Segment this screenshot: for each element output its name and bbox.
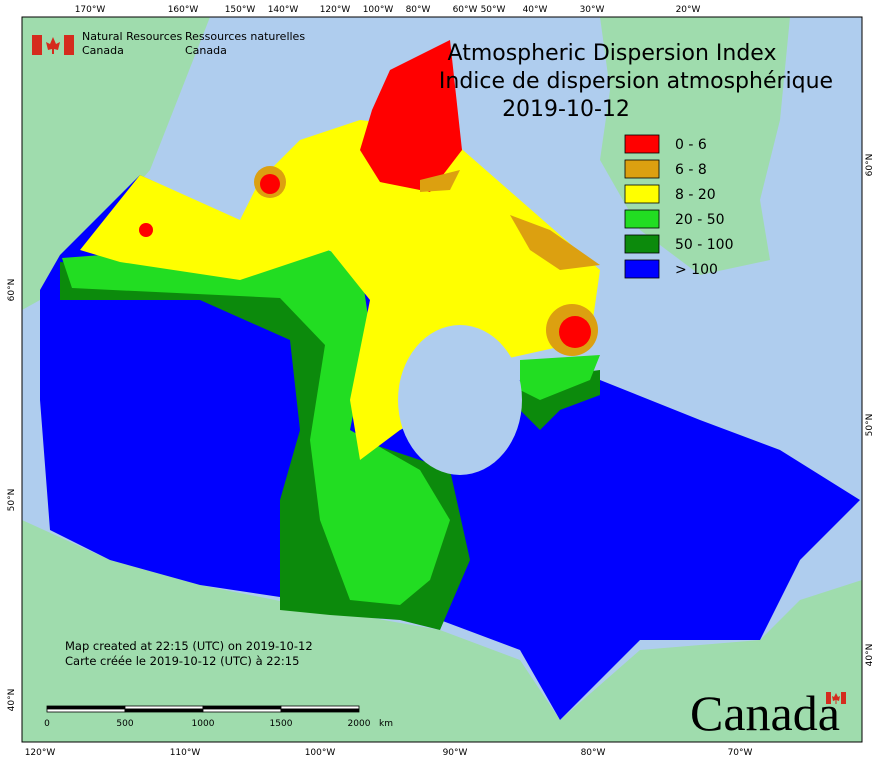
graticule-label: 80°W [581, 748, 606, 758]
zone-green [62, 240, 450, 605]
scale-label: 2000 [348, 719, 371, 729]
zone-orange-ellesmere [420, 170, 460, 192]
title-fr: Indice de dispersion atmosphérique [439, 69, 833, 94]
scale-label: 500 [116, 719, 133, 729]
org-fr: Ressources naturelles [185, 30, 305, 43]
org-fr: Canada [185, 44, 227, 57]
graticule-label: 60°N [7, 279, 17, 302]
zone-orange-baffin [510, 215, 600, 270]
graticule-label: 150°W [225, 5, 256, 15]
legend-label: 0 - 6 [675, 137, 707, 153]
legend-swatch [624, 209, 660, 229]
graticule-label: 120°W [25, 748, 56, 758]
usa [22, 520, 862, 742]
scale-label: 0 [44, 719, 50, 729]
title-date: 2019-10-12 [502, 97, 630, 122]
legend-swatch [624, 134, 660, 154]
scale-segment [46, 708, 126, 713]
note: Carte créée le 2019-10-12 (UTC) à 22:15 [65, 654, 299, 668]
graticule-label: 120°W [320, 5, 351, 15]
graticule-label: 80°W [406, 5, 431, 15]
wordmark-flag [826, 692, 846, 704]
legend-label: 8 - 20 [675, 187, 716, 203]
title-en: Atmospheric Dispersion Index [448, 41, 777, 66]
graticule-label: 70°W [728, 748, 753, 758]
legend-label: 20 - 50 [675, 212, 725, 228]
map-frame [21, 16, 863, 743]
scale-segment [46, 705, 126, 710]
wordmark: Canada [690, 685, 840, 741]
graticule-label: 170°W [75, 5, 106, 15]
zone-red-spot [559, 316, 591, 348]
zone-red-spot [260, 174, 280, 194]
graticule-label: 60°N [865, 154, 875, 177]
graticule-label: 50°N [7, 489, 17, 512]
zone-red-ellesmere [360, 40, 462, 192]
legend-label: 6 - 8 [675, 162, 707, 178]
graticule-label: 50°W [481, 5, 506, 15]
legend-swatch [624, 184, 660, 204]
scale-segment [280, 708, 360, 713]
graticule-label: 90°W [443, 748, 468, 758]
graticule-label: 50°N [865, 414, 875, 437]
graticule-label: 140°W [268, 5, 299, 15]
graticule-label: 40°N [865, 644, 875, 667]
legend-swatch [624, 159, 660, 179]
legend-label: > 100 [675, 262, 718, 278]
graticule-label: 110°W [170, 748, 201, 758]
hudson-bay [398, 325, 522, 475]
org-en: Natural Resources [82, 30, 183, 43]
graticule-label: 40°N [7, 689, 17, 712]
legend-swatch [624, 234, 660, 254]
legend-swatch [624, 259, 660, 279]
graticule-label: 100°W [363, 5, 394, 15]
scale-segment [124, 705, 204, 710]
scale-segment [202, 708, 282, 713]
zone-red-spot [139, 223, 153, 237]
flag-logo [32, 35, 74, 55]
scale-unit: km [379, 719, 393, 729]
graticule-label: 30°W [580, 5, 605, 15]
note: Map created at 22:15 (UTC) on 2019-10-12 [65, 639, 313, 653]
graticule-label: 60°W [453, 5, 478, 15]
alaska [22, 17, 210, 310]
graticule-label: 40°W [523, 5, 548, 15]
scale-label: 1000 [192, 719, 215, 729]
graticule-label: 100°W [305, 748, 336, 758]
scale-segment [280, 705, 360, 710]
org-en: Canada [82, 44, 124, 57]
graticule-label: 160°W [168, 5, 199, 15]
scale-segment [202, 705, 282, 710]
scale-label: 1500 [270, 719, 293, 729]
legend-label: 50 - 100 [675, 237, 734, 253]
zone-green-lab [520, 355, 600, 400]
graticule-label: 20°W [676, 5, 701, 15]
scale-segment [124, 708, 204, 713]
